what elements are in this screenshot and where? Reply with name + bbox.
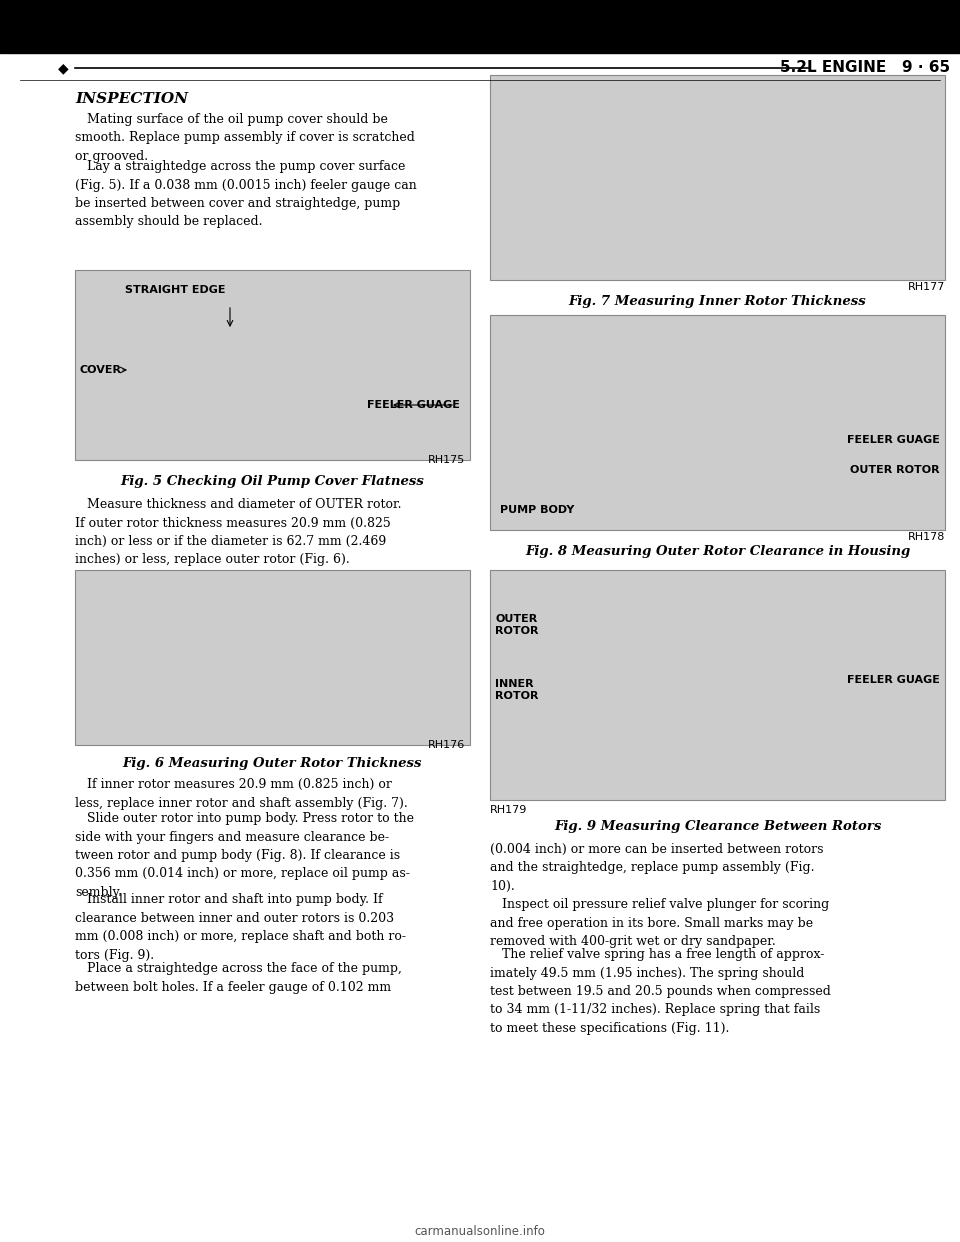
Bar	[75, 270, 470, 460]
Text: Fig. 6 Measuring Outer Rotor Thickness: Fig. 6 Measuring Outer Rotor Thickness	[123, 758, 422, 770]
Text: Fig. 9 Measuring Clearance Between Rotors: Fig. 9 Measuring Clearance Between Rotor…	[554, 820, 881, 833]
Text: Fig. 5 Checking Oil Pump Cover Flatness: Fig. 5 Checking Oil Pump Cover Flatness	[121, 474, 424, 488]
Text: COVER: COVER	[80, 365, 122, 375]
Text: OUTER ROTOR: OUTER ROTOR	[851, 465, 940, 474]
Text: INNER
ROTOR: INNER ROTOR	[495, 679, 539, 700]
Text: Place a straightedge across the face of the pump,
between bolt holes. If a feele: Place a straightedge across the face of …	[75, 963, 402, 994]
Text: INSPECTION: INSPECTION	[75, 92, 188, 106]
Bar	[490, 315, 945, 530]
Text: RH179: RH179	[490, 805, 527, 815]
Bar	[490, 75, 945, 279]
Text: FEELER GUAGE: FEELER GUAGE	[847, 674, 940, 686]
Bar	[490, 570, 945, 800]
Text: Lay a straightedge across the pump cover surface
(Fig. 5). If a 0.038 mm (0.0015: Lay a straightedge across the pump cover…	[75, 160, 417, 229]
Text: FEELER GUAGE: FEELER GUAGE	[847, 435, 940, 445]
Text: RH177: RH177	[907, 282, 945, 292]
Text: Fig. 8 Measuring Outer Rotor Clearance in Housing: Fig. 8 Measuring Outer Rotor Clearance i…	[525, 545, 910, 558]
Text: RH176: RH176	[428, 740, 465, 750]
Text: Inspect oil pressure relief valve plunger for scoring
and free operation in its : Inspect oil pressure relief valve plunge…	[490, 898, 829, 948]
Text: STRAIGHT EDGE: STRAIGHT EDGE	[125, 284, 226, 296]
Text: ◆: ◆	[58, 61, 68, 75]
Text: Fig. 7 Measuring Inner Rotor Thickness: Fig. 7 Measuring Inner Rotor Thickness	[568, 296, 866, 308]
Text: RH175: RH175	[428, 455, 465, 465]
Text: (0.004 inch) or more can be inserted between rotors
and the straightedge, replac: (0.004 inch) or more can be inserted bet…	[490, 843, 824, 893]
Text: Slide outer rotor into pump body. Press rotor to the
side with your fingers and : Slide outer rotor into pump body. Press …	[75, 812, 414, 899]
Text: 5.2L ENGINE   9 · 65: 5.2L ENGINE 9 · 65	[780, 61, 950, 76]
Text: Install inner rotor and shaft into pump body. If
clearance between inner and out: Install inner rotor and shaft into pump …	[75, 893, 406, 961]
Text: PUMP BODY: PUMP BODY	[500, 505, 574, 515]
Bar	[75, 570, 470, 745]
Text: RH178: RH178	[907, 532, 945, 542]
Text: Mating surface of the oil pump cover should be
smooth. Replace pump assembly if : Mating surface of the oil pump cover sho…	[75, 113, 415, 163]
Text: OUTER
ROTOR: OUTER ROTOR	[495, 615, 539, 636]
Text: FEELER GUAGE: FEELER GUAGE	[367, 400, 460, 410]
Text: Measure thickness and diameter of OUTER rotor.
If outer rotor thickness measures: Measure thickness and diameter of OUTER …	[75, 498, 401, 566]
Text: The relief valve spring has a free length of approx-
imately 49.5 mm (1.95 inche: The relief valve spring has a free lengt…	[490, 948, 830, 1035]
Text: If inner rotor measures 20.9 mm (0.825 inch) or
less, replace inner rotor and sh: If inner rotor measures 20.9 mm (0.825 i…	[75, 777, 408, 810]
Text: carmanualsonline.info: carmanualsonline.info	[415, 1225, 545, 1238]
